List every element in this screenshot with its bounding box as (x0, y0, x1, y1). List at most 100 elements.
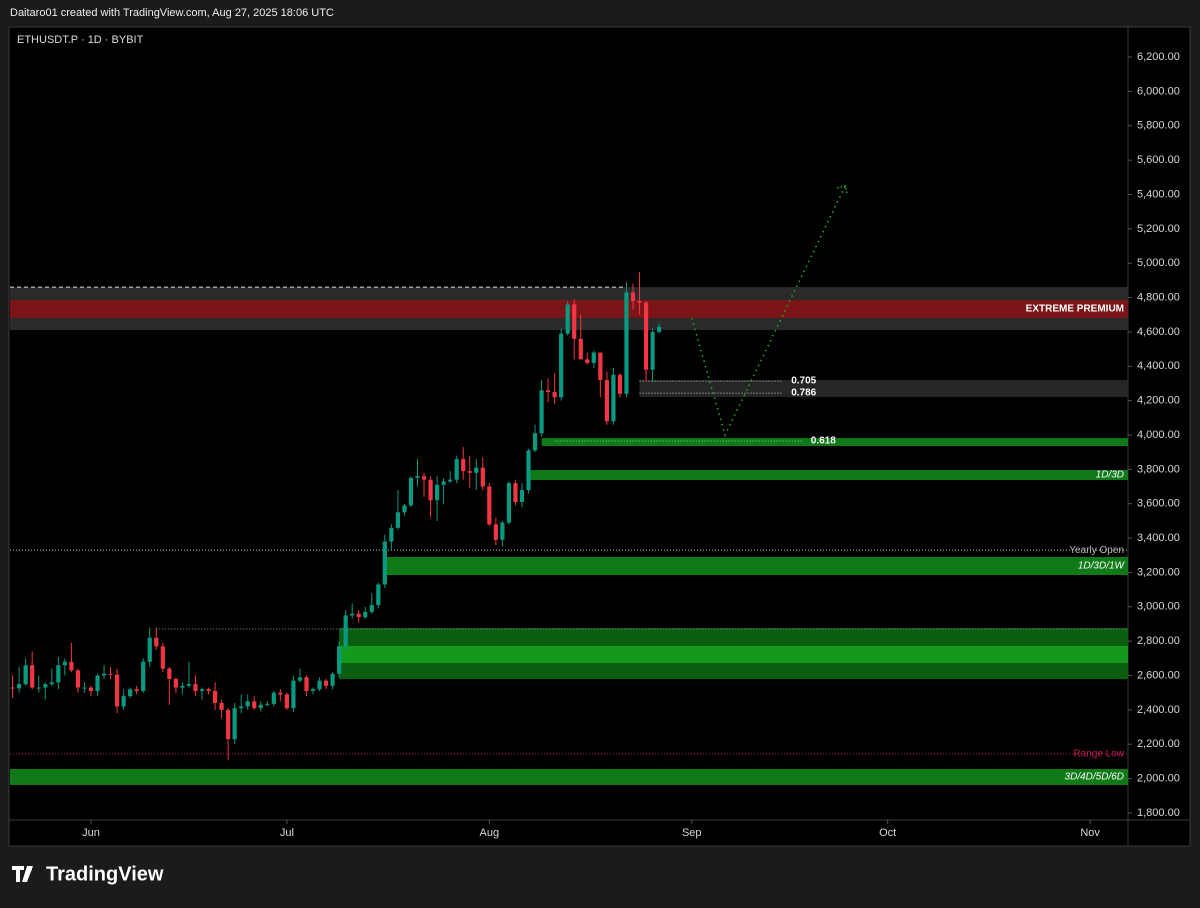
level-label: 0.618 (811, 436, 836, 447)
candle-body (212, 690, 218, 704)
candle-body (657, 326, 662, 332)
candle-body (500, 522, 505, 540)
candle-body (624, 292, 629, 394)
candle-body (330, 673, 335, 686)
candle-body (252, 701, 257, 709)
y-tick-label: 4,000.00 (1137, 429, 1180, 441)
candle-body (506, 483, 512, 523)
candle-body (474, 467, 479, 473)
y-tick-label: 2,600.00 (1137, 669, 1180, 681)
y-tick-label: 5,600.00 (1137, 154, 1180, 166)
candle-body (650, 331, 655, 370)
x-tick-label: Aug (480, 827, 500, 839)
candle-body (36, 687, 41, 689)
candle-body (539, 390, 544, 434)
candle-body (317, 680, 322, 690)
y-tick-label: 4,400.00 (1137, 360, 1180, 372)
logo: TradingView (12, 863, 164, 885)
candle-body (56, 665, 61, 683)
candle-body (69, 661, 74, 671)
candle-body (206, 689, 211, 691)
candle-body (219, 703, 224, 710)
candle-body (17, 684, 22, 689)
candle-body (591, 352, 596, 363)
candle-body (75, 670, 81, 688)
candle-body (199, 689, 205, 691)
y-tick-label: 3,600.00 (1137, 498, 1180, 510)
candle-body (513, 483, 518, 503)
y-tick-label: 5,800.00 (1137, 120, 1180, 132)
candle-body (415, 476, 420, 478)
candle-body (487, 486, 492, 525)
candle-body (323, 680, 329, 686)
candle-body (565, 304, 570, 334)
y-tick-label: 5,000.00 (1137, 257, 1180, 269)
candle-body (310, 689, 316, 691)
candle-body (49, 682, 54, 685)
candle-body (428, 479, 433, 501)
candle-body (278, 692, 283, 695)
x-tick-label: Jun (82, 827, 100, 839)
candle-body (585, 359, 590, 363)
y-tick-label: 3,400.00 (1137, 532, 1180, 544)
candle-body (232, 708, 237, 740)
candle-body (434, 484, 440, 501)
zone (528, 470, 1128, 481)
candle-body (526, 450, 531, 490)
candle-body (193, 684, 198, 691)
candle-body (291, 680, 296, 709)
projection-arrowhead (837, 184, 848, 196)
candle-body (30, 665, 35, 688)
candle-body (180, 685, 185, 688)
logo-icon (27, 866, 32, 872)
candle-body (382, 541, 387, 585)
zone-label: 3D/4D/5D/6D (1065, 772, 1124, 783)
candle-body (546, 390, 551, 393)
level-label: Range Low (1073, 749, 1124, 760)
zone-label: EXTREME PREMIUM (1026, 304, 1124, 315)
candle-body (108, 673, 113, 675)
candle-body (141, 661, 146, 691)
candle-body (552, 392, 557, 398)
candle-body (578, 338, 583, 360)
y-tick-label: 5,400.00 (1137, 188, 1180, 200)
symbol-title: ETHUSDT.P · 1D · BYBIT (17, 34, 144, 46)
candle-body (43, 684, 48, 688)
candle-body (611, 374, 616, 422)
candle-body (114, 674, 120, 707)
candle-body (441, 481, 446, 485)
candle-body (343, 615, 348, 647)
candle-body (239, 706, 244, 709)
x-tick-label: Sep (682, 827, 702, 839)
y-tick-label: 3,000.00 (1137, 601, 1180, 613)
y-tick-label: 3,800.00 (1137, 463, 1180, 475)
candle-body (95, 675, 100, 691)
zone-label: 1D/3D/1W (1078, 561, 1126, 572)
y-tick-label: 2,000.00 (1137, 773, 1180, 785)
projection-path (691, 185, 846, 438)
candle-body (88, 687, 94, 691)
x-tick-label: Oct (879, 827, 896, 839)
y-tick-label: 2,400.00 (1137, 704, 1180, 716)
candle-body (363, 611, 368, 618)
candle-body (284, 694, 289, 709)
candle-body (604, 380, 609, 422)
candle-body (572, 304, 577, 339)
candle-body (271, 692, 276, 704)
candle-body (402, 505, 407, 513)
candle-body (395, 512, 401, 528)
zone (541, 438, 1128, 447)
level-label: Yearly Open (1069, 545, 1124, 556)
zone (639, 380, 1128, 398)
candle-body (186, 684, 192, 686)
candle-body (10, 687, 15, 689)
level-label: 0.786 (791, 388, 816, 399)
y-tick-label: 1,800.00 (1137, 807, 1180, 819)
candle-body (389, 527, 394, 542)
header-text: Daitaro01 created with TradingView.com, … (10, 7, 334, 19)
candle-body (350, 613, 355, 616)
candle-body (480, 467, 485, 487)
y-tick-label: 3,200.00 (1137, 566, 1180, 578)
candle-body (461, 459, 466, 472)
